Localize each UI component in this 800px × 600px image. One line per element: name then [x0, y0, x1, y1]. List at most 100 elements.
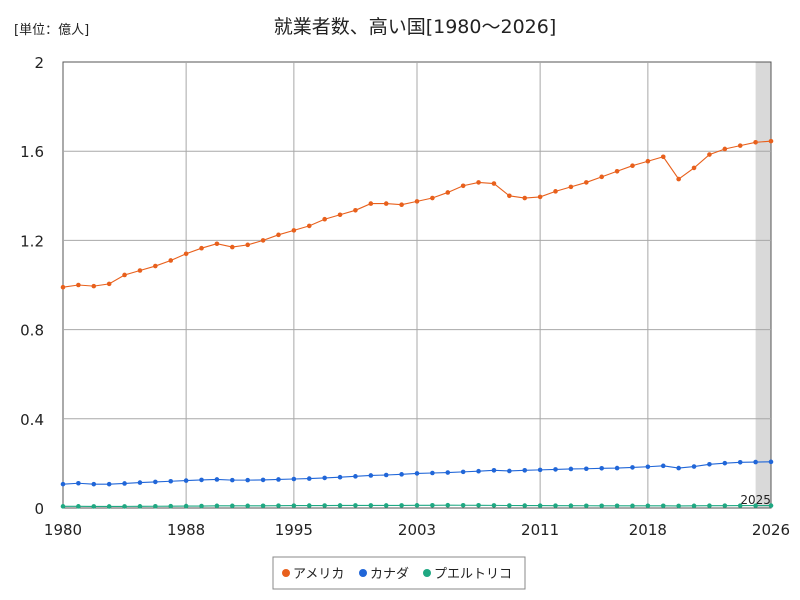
data-point: [414, 199, 420, 204]
data-point: [676, 465, 681, 471]
data-point: [153, 479, 158, 485]
data-point: [491, 468, 497, 473]
data-point: [553, 467, 558, 472]
data-point: [537, 503, 543, 508]
data-point: [337, 474, 343, 480]
data-point: [614, 503, 620, 509]
legend-label-2: カナダ: [370, 567, 409, 582]
data-point: [153, 263, 158, 269]
data-point: [91, 504, 97, 509]
data-point: [430, 195, 435, 201]
data-point: [245, 477, 250, 483]
data-point: [183, 251, 189, 257]
data-point: [306, 476, 312, 481]
data-point: [768, 138, 774, 144]
data-point: [322, 475, 327, 481]
data-point: [153, 503, 158, 509]
data-point: [245, 242, 250, 248]
y-tick-label: 1.2: [20, 232, 44, 250]
y-tick-label: 1.6: [20, 143, 44, 161]
data-point: [568, 503, 574, 509]
x-tick-label: 2018: [629, 521, 667, 539]
data-point: [276, 232, 281, 238]
x-tick-label: 2003: [398, 521, 436, 539]
data-point: [476, 503, 481, 508]
data-point: [445, 470, 451, 475]
data-point: [553, 503, 558, 508]
data-point: [337, 212, 343, 218]
data-point: [737, 503, 743, 508]
data-point: [507, 503, 512, 508]
data-point: [768, 503, 774, 508]
data-point: [230, 503, 235, 509]
legend-label-3: プエルトリコ: [434, 567, 512, 582]
data-point: [430, 470, 435, 476]
data-point: [353, 474, 358, 479]
data-point: [122, 272, 127, 278]
data-point: [199, 477, 204, 483]
data-point: [260, 503, 266, 509]
legend-marker-1: [282, 569, 290, 577]
data-point: [306, 223, 312, 229]
data-point: [584, 466, 589, 472]
chart-title: 就業者数、高い国[1980～2026]: [274, 16, 557, 38]
data-point: [322, 503, 327, 508]
data-point: [537, 467, 543, 473]
data-point: [660, 154, 666, 160]
data-point: [383, 201, 389, 206]
legend-marker-3: [423, 569, 431, 577]
data-point: [568, 184, 574, 190]
data-point: [599, 503, 604, 509]
data-point: [753, 503, 758, 508]
forecast-label: 2025: [740, 493, 771, 507]
data-point: [183, 503, 189, 509]
x-tick-label: 2026: [752, 521, 790, 539]
data-point: [584, 503, 589, 509]
data-point: [168, 503, 174, 509]
data-point: [722, 503, 728, 508]
data-point: [522, 468, 528, 473]
x-tick-label: 2011: [521, 521, 559, 539]
x-tick-label: 1988: [167, 521, 205, 539]
data-point: [399, 472, 404, 477]
data-point: [645, 158, 651, 164]
data-point: [91, 283, 97, 289]
legend-label-1: アメリカ: [293, 567, 344, 582]
data-point: [276, 503, 281, 508]
data-point: [353, 207, 358, 213]
data-point: [691, 165, 697, 171]
data-point: [660, 463, 666, 469]
data-point: [399, 202, 404, 208]
data-point: [76, 504, 81, 509]
data-point: [522, 195, 528, 201]
unit-label: [単位：億人]: [14, 22, 89, 38]
data-point: [630, 163, 635, 168]
data-point: [214, 477, 220, 482]
data-point: [630, 503, 635, 509]
data-point: [691, 464, 697, 469]
legend-box: [272, 556, 526, 590]
data-point: [368, 201, 374, 206]
data-point: [214, 503, 220, 509]
data-point: [491, 181, 497, 186]
data-point: [630, 465, 635, 470]
data-point: [122, 504, 127, 509]
data-point: [599, 174, 604, 180]
data-point: [645, 503, 651, 509]
data-point: [122, 481, 127, 486]
data-point: [245, 503, 250, 509]
data-point: [76, 282, 81, 288]
data-point: [168, 478, 174, 484]
data-point: [76, 480, 81, 486]
data-point: [676, 503, 681, 509]
data-point: [137, 268, 143, 273]
data-point: [260, 477, 266, 483]
data-point: [737, 143, 743, 148]
data-point: [614, 168, 620, 174]
data-point: [337, 503, 343, 508]
data-point: [276, 477, 281, 482]
data-point: [383, 503, 389, 508]
data-point: [368, 503, 374, 508]
legend: アメリカ カナダ プエルトリコ: [272, 556, 526, 590]
data-point: [60, 481, 66, 487]
